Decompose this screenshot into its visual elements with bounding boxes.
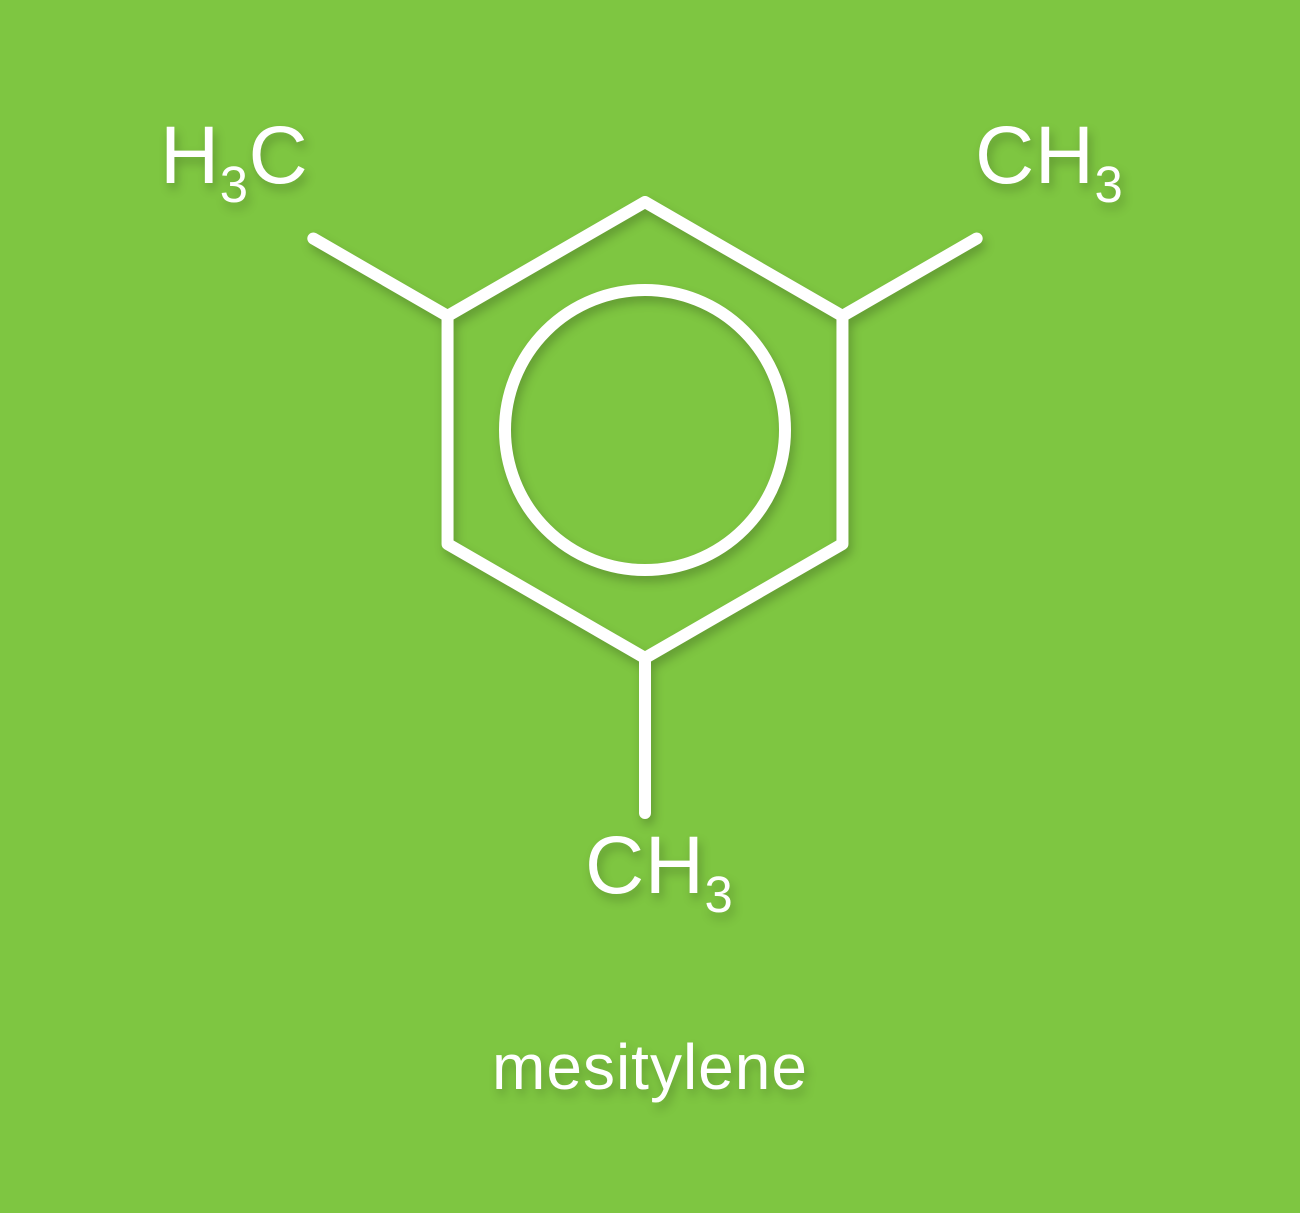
- methyl-label-bottom: CH3: [585, 825, 733, 907]
- compound-name: mesitylene: [0, 1030, 1300, 1104]
- molecule-structure: [313, 202, 976, 813]
- diagram-canvas: H3C CH3 CH3 mesitylene: [0, 0, 1300, 1213]
- methyl-label-top-left: H3C: [160, 115, 308, 197]
- methyl-label-top-right: CH3: [975, 115, 1123, 197]
